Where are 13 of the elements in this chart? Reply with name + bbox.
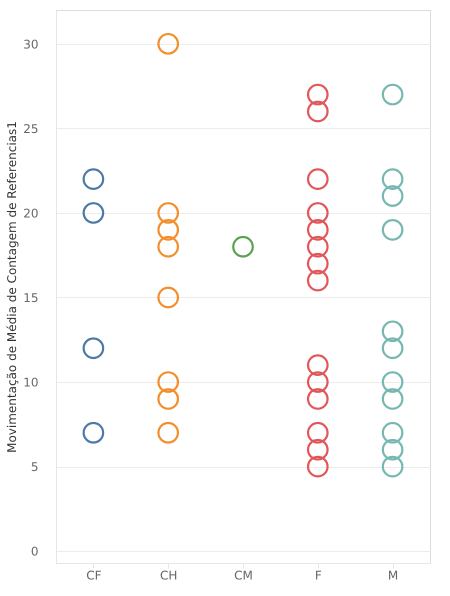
x-tick-label: CM [234,568,253,582]
x-tick-label: F [314,568,322,582]
y-tick-label: 10 [23,376,38,390]
x-tick-label: CH [160,568,178,582]
y-tick-label: 30 [23,37,38,52]
y-tick-label: 20 [23,206,38,220]
y-tick-label: 5 [30,460,38,474]
x-tick-label: M [388,568,398,582]
y-axis-title: Movimentação de Média de Contagem de Referencias1 [5,121,20,453]
y-tick-label: 0 [30,544,38,559]
y-tick-label: 15 [23,290,38,305]
x-tick-label: CF [86,568,102,582]
y-tick-label: 25 [23,122,38,136]
